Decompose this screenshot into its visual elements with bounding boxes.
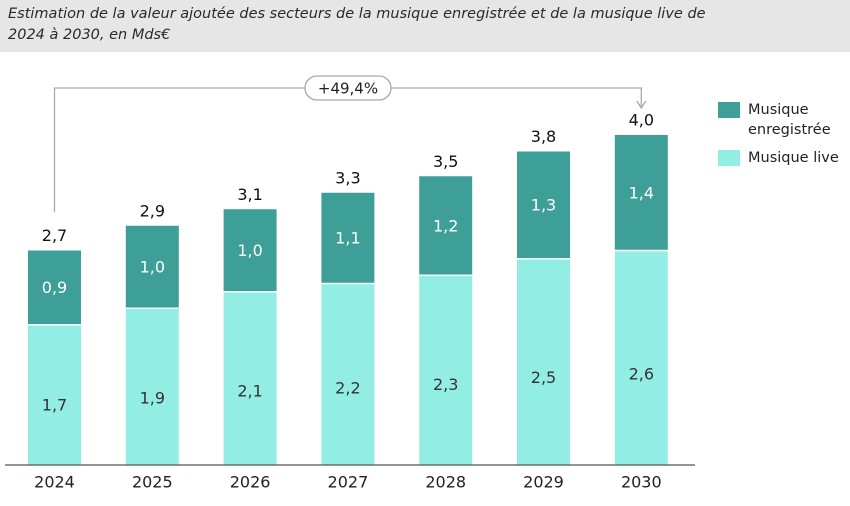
bar-recorded-2030 bbox=[614, 135, 668, 251]
legend-label-recorded-line-2: enregistrée bbox=[748, 122, 831, 138]
bar-recorded-2028 bbox=[419, 176, 473, 276]
x-tick-label-2028: 2028 bbox=[425, 473, 466, 492]
bar-live-2024 bbox=[28, 324, 81, 465]
legend-label-recorded-line-1: Musique bbox=[748, 102, 809, 118]
bar-live-2025 bbox=[125, 308, 179, 465]
x-tick-label-2024: 2024 bbox=[34, 473, 75, 492]
label-recorded-2027: 1,1 bbox=[335, 229, 360, 248]
bar-recorded-2024 bbox=[28, 250, 81, 325]
bar-recorded-2027 bbox=[321, 192, 375, 284]
total-label-2025: 2,9 bbox=[140, 201, 165, 220]
label-live-2027: 2,2 bbox=[335, 378, 360, 397]
x-tick-label-2027: 2027 bbox=[328, 473, 369, 492]
bar-live-2030 bbox=[614, 250, 668, 465]
label-recorded-2025: 1,0 bbox=[140, 258, 165, 277]
label-live-2029: 2,5 bbox=[531, 368, 556, 387]
x-tick-label-2026: 2026 bbox=[230, 473, 271, 492]
bar-recorded-2026 bbox=[223, 209, 277, 292]
growth-arrowhead bbox=[636, 100, 647, 110]
bar-live-2027 bbox=[321, 283, 375, 465]
total-label-2024: 2,7 bbox=[42, 226, 67, 245]
legend-swatch-live bbox=[718, 150, 740, 166]
x-tick-label-2029: 2029 bbox=[523, 473, 564, 492]
bar-live-2029 bbox=[517, 258, 570, 465]
label-live-2030: 2,6 bbox=[629, 364, 654, 383]
bar-recorded-2029 bbox=[517, 151, 570, 259]
legend-label-recorded: Musique enregistrée bbox=[748, 100, 831, 140]
total-label-2028: 3,5 bbox=[433, 152, 458, 171]
chart-title-line-2: 2024 à 2030, en Mds€ bbox=[8, 27, 171, 43]
label-live-2028: 2,3 bbox=[433, 375, 458, 394]
title-band: Estimation de la valeur ajoutée des sect… bbox=[0, 0, 850, 52]
total-label-2027: 3,3 bbox=[335, 168, 360, 187]
bar-live-2026 bbox=[223, 291, 277, 465]
total-label-2026: 3,1 bbox=[237, 185, 262, 204]
bar-live-2028 bbox=[419, 275, 473, 465]
x-tick-label-2025: 2025 bbox=[132, 473, 173, 492]
label-live-2024: 1,7 bbox=[42, 396, 67, 415]
label-recorded-2024: 0,9 bbox=[42, 278, 67, 297]
label-recorded-2026: 1,0 bbox=[237, 241, 262, 260]
growth-pill bbox=[304, 75, 392, 101]
label-live-2026: 2,1 bbox=[237, 382, 262, 401]
growth-label: +49,4% bbox=[318, 80, 378, 98]
legend-label-live: Musique live bbox=[748, 150, 839, 166]
label-recorded-2029: 1,3 bbox=[531, 196, 556, 215]
legend-swatch-recorded bbox=[718, 102, 740, 118]
bar-recorded-2025 bbox=[125, 225, 179, 309]
total-label-2029: 3,8 bbox=[531, 127, 556, 146]
chart-title-line-1: Estimation de la valeur ajoutée des sect… bbox=[8, 6, 706, 22]
x-tick-label-2030: 2030 bbox=[621, 473, 662, 492]
label-recorded-2030: 1,4 bbox=[629, 183, 654, 202]
label-recorded-2028: 1,2 bbox=[433, 216, 458, 235]
label-live-2025: 1,9 bbox=[140, 389, 165, 408]
total-label-2030: 4,0 bbox=[629, 111, 654, 130]
